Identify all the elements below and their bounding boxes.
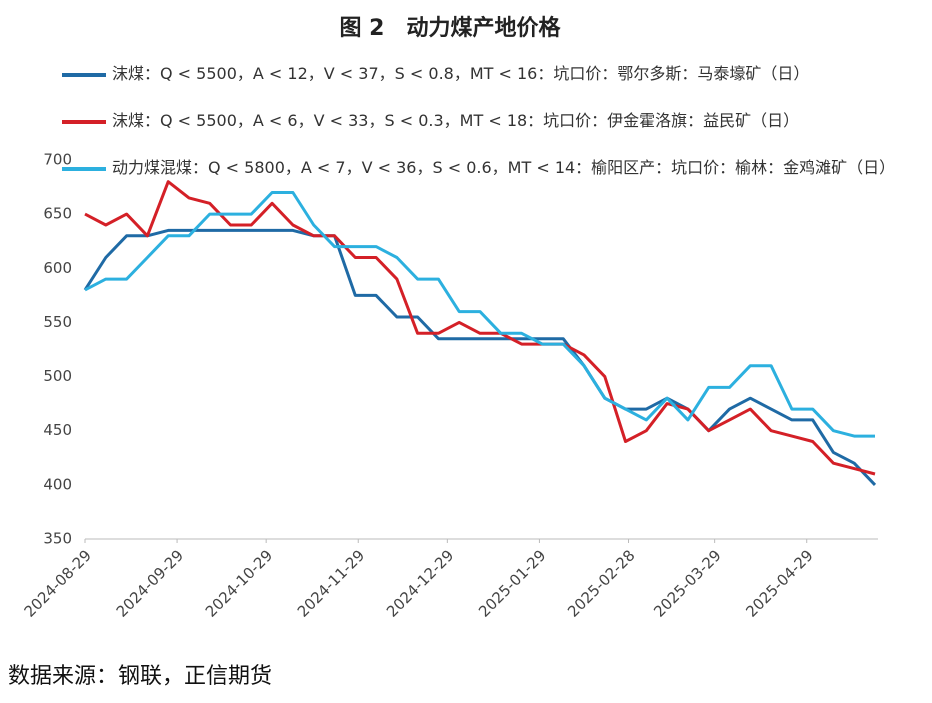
y-tick-label: 700: [43, 151, 72, 169]
legend: 沫煤：Q < 5500，A < 12，V < 37，S < 0.8，MT < 1…: [62, 62, 896, 203]
x-tick-label: 2024-09-29: [113, 546, 187, 620]
legend-item: 沫煤：Q < 5500，A < 12，V < 37，S < 0.8，MT < 1…: [62, 62, 892, 109]
y-tick-label: 450: [43, 421, 72, 439]
y-tick-label: 350: [43, 530, 72, 548]
legend-label: 动力煤混煤：Q < 5800，A < 7，V < 36，S < 0.6，MT <…: [112, 158, 896, 177]
x-tick-label: 2025-01-29: [475, 546, 549, 620]
legend-item: 动力煤混煤：Q < 5800，A < 7，V < 36，S < 0.6，MT <…: [62, 156, 896, 203]
y-tick-label: 650: [43, 205, 72, 223]
x-tick-label: 2024-11-29: [294, 546, 368, 620]
legend-item: 沫煤：Q < 5500，A < 6，V < 33，S < 0.3，MT < 18…: [62, 109, 892, 156]
x-tick-label: 2024-12-29: [383, 546, 457, 620]
legend-swatch: [62, 73, 106, 77]
legend-label: 沫煤：Q < 5500，A < 6，V < 33，S < 0.3，MT < 18…: [112, 111, 800, 130]
x-tick-label: 2025-03-29: [650, 546, 724, 620]
chart-title: 图 2 动力煤产地价格: [339, 16, 561, 41]
source-note: 数据来源：钢联，正信期货: [8, 664, 273, 689]
series-line: [83, 228, 877, 486]
y-tick-label: 500: [43, 367, 72, 385]
x-tick-label: 2025-04-29: [742, 546, 816, 620]
y-tick-label: 400: [43, 475, 72, 493]
legend-swatch: [62, 167, 106, 171]
x-tick-label: 2025-02-28: [564, 546, 638, 620]
y-tick-label: 600: [43, 259, 72, 277]
legend-swatch: [62, 120, 106, 124]
x-tick-label: 2024-08-29: [21, 546, 95, 620]
series-line: [84, 191, 875, 438]
x-tick-label: 2024-10-29: [202, 546, 276, 620]
series-line: [84, 180, 876, 476]
legend-label: 沫煤：Q < 5500，A < 12，V < 37，S < 0.8，MT < 1…: [112, 64, 810, 83]
y-tick-label: 550: [43, 313, 72, 331]
